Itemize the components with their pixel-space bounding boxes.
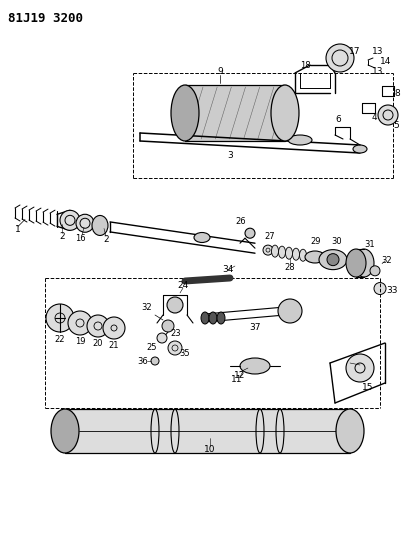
Text: 37: 37 [249, 322, 261, 332]
Ellipse shape [353, 145, 367, 153]
Circle shape [162, 320, 174, 332]
Circle shape [378, 105, 398, 125]
Polygon shape [65, 409, 350, 453]
Ellipse shape [240, 358, 270, 374]
Circle shape [327, 254, 339, 265]
Text: 5: 5 [393, 120, 399, 130]
Text: 81J19 3200: 81J19 3200 [8, 12, 83, 25]
Ellipse shape [305, 251, 325, 263]
Text: 2: 2 [59, 232, 65, 241]
Ellipse shape [278, 246, 285, 258]
Circle shape [374, 282, 386, 295]
Text: 35: 35 [180, 349, 190, 358]
Circle shape [278, 299, 302, 323]
Circle shape [167, 297, 183, 313]
Circle shape [370, 266, 380, 276]
Circle shape [76, 214, 94, 232]
Polygon shape [185, 85, 285, 141]
Ellipse shape [209, 312, 217, 324]
Ellipse shape [51, 409, 79, 453]
Text: 6: 6 [335, 115, 341, 124]
Circle shape [157, 333, 167, 343]
Text: 17: 17 [349, 47, 361, 56]
Circle shape [245, 228, 255, 238]
Ellipse shape [288, 135, 312, 145]
Circle shape [87, 315, 109, 337]
Text: 27: 27 [265, 232, 275, 240]
Circle shape [263, 245, 273, 255]
Text: 14: 14 [380, 56, 392, 66]
Text: 32: 32 [142, 303, 152, 311]
Text: 23: 23 [171, 329, 181, 338]
Text: 12: 12 [234, 370, 246, 379]
Ellipse shape [346, 249, 366, 277]
Ellipse shape [194, 232, 210, 243]
Text: 13: 13 [372, 47, 384, 56]
Ellipse shape [171, 85, 199, 141]
Ellipse shape [285, 247, 293, 259]
Ellipse shape [293, 248, 299, 260]
Text: 10: 10 [204, 446, 216, 455]
Ellipse shape [201, 312, 209, 324]
Circle shape [346, 354, 374, 382]
Ellipse shape [272, 245, 278, 257]
Circle shape [68, 311, 92, 335]
Text: 9: 9 [217, 68, 223, 77]
Circle shape [46, 304, 74, 332]
Text: 31: 31 [365, 239, 375, 248]
Text: 36: 36 [138, 357, 148, 366]
Text: 29: 29 [311, 237, 321, 246]
Ellipse shape [336, 409, 364, 453]
Ellipse shape [299, 249, 307, 261]
Text: 33: 33 [386, 286, 398, 295]
Ellipse shape [92, 215, 108, 236]
Text: 34: 34 [222, 265, 234, 274]
Text: 20: 20 [93, 340, 103, 349]
Text: 21: 21 [109, 342, 119, 351]
Ellipse shape [271, 85, 299, 141]
Text: 15: 15 [362, 384, 374, 392]
Circle shape [151, 357, 159, 365]
Circle shape [103, 317, 125, 339]
Text: 32: 32 [382, 256, 392, 265]
Ellipse shape [354, 249, 374, 277]
Circle shape [326, 44, 354, 72]
Text: 26: 26 [236, 217, 246, 225]
Text: 18: 18 [300, 61, 310, 70]
Text: 8: 8 [394, 88, 400, 98]
Text: 19: 19 [75, 337, 85, 346]
Text: 30: 30 [332, 237, 342, 246]
Circle shape [168, 341, 182, 355]
Text: 13: 13 [372, 67, 384, 76]
Text: 1: 1 [15, 225, 21, 234]
Ellipse shape [217, 312, 225, 324]
Text: 28: 28 [285, 263, 295, 272]
Text: 24: 24 [177, 280, 189, 289]
Text: 11: 11 [231, 376, 243, 384]
Ellipse shape [319, 249, 347, 270]
Circle shape [60, 211, 80, 230]
Text: 22: 22 [55, 335, 65, 343]
Text: 25: 25 [147, 343, 157, 352]
Text: 4: 4 [371, 114, 377, 123]
Text: 3: 3 [227, 150, 233, 159]
Text: 16: 16 [75, 234, 85, 243]
Text: 2: 2 [103, 235, 109, 244]
